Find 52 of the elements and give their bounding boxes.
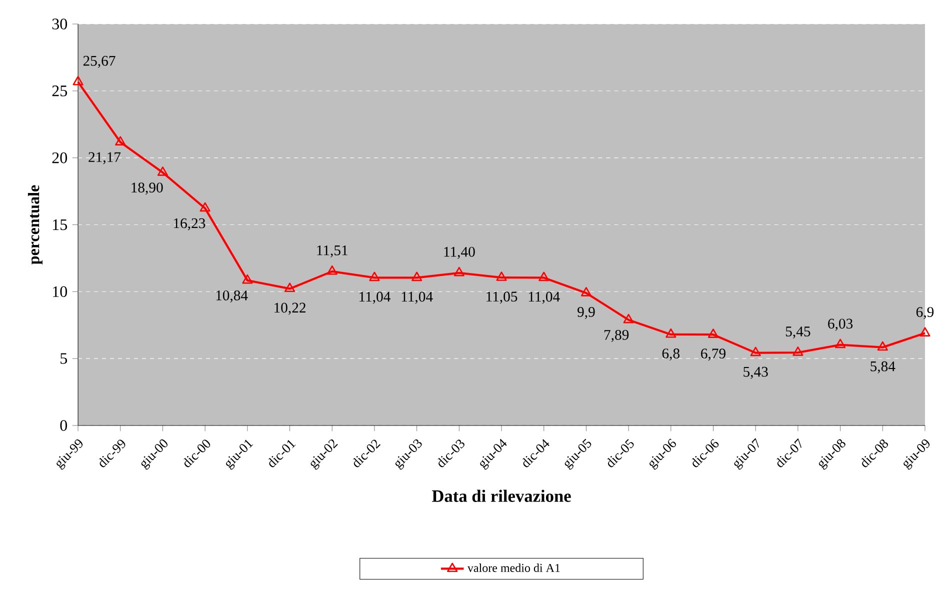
data-label: 11,05 [486,292,518,304]
point [750,346,761,356]
data-label: 6,8 [662,348,680,361]
y-tick-label: 5 [60,353,68,364]
point [920,327,930,337]
point [454,266,464,276]
y-tick-label: 20 [52,152,68,164]
point [115,136,126,146]
x-axis-title: Data di rilevazione [432,490,571,502]
data-label: 5,43 [744,366,768,379]
data-label: 11,04 [402,292,433,304]
data-label: 11,51 [317,246,348,258]
point [835,338,846,348]
data-label: 7,89 [604,330,629,342]
data-label: 9,9 [578,307,595,320]
point [496,272,507,281]
data-label: 10,22 [274,302,306,315]
data-label: 5,84 [870,361,896,374]
point [242,274,253,284]
data-label: 16,23 [174,218,206,230]
point [284,282,296,292]
data-label: 6,9 [916,307,934,320]
data-label: 11,04 [528,292,560,304]
point [538,272,550,282]
data-label: 11,04 [360,292,390,304]
y-tick-label: 30 [52,18,68,30]
data-label: 6,03 [828,318,853,331]
point [326,266,338,275]
point [623,314,634,324]
data-label: 25,67 [83,56,116,68]
legend-label: valore medio di A1 [467,564,560,572]
point [792,346,804,356]
point [200,202,210,212]
point [666,328,676,338]
point [72,76,84,86]
point [580,287,592,296]
data-label: 10,84 [216,290,248,303]
point [708,328,719,338]
point [412,272,422,282]
data-label: 11,40 [444,246,475,259]
data-label: 18,90 [132,182,163,195]
y-tick-label: 15 [53,219,68,230]
point [157,166,168,176]
y-tick-label: 0 [60,420,68,431]
data-label: 21,17 [88,152,121,164]
point [877,341,888,351]
data-label: 6,79 [701,348,726,361]
y-tick-label: 10 [53,286,68,298]
point [369,272,380,282]
y-axis-title: percentuale [28,185,42,264]
data-label: 5,45 [786,326,810,339]
y-tick-label: 25 [52,86,68,96]
